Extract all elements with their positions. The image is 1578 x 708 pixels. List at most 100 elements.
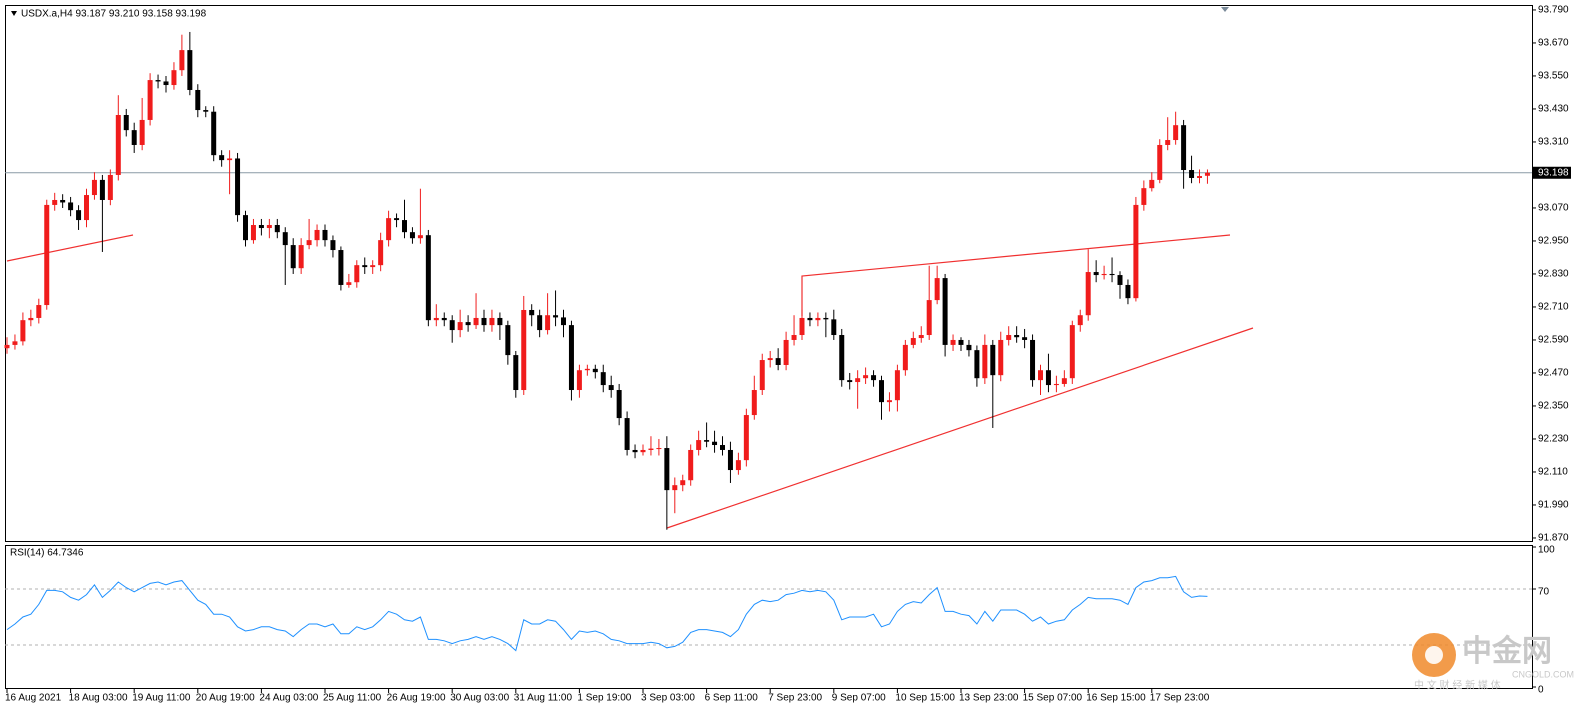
- y-tick-label: 91.990: [1538, 500, 1569, 511]
- candle-body: [879, 380, 884, 403]
- y-tick-label: 100: [1538, 545, 1555, 556]
- y-tick-label: 92.830: [1538, 269, 1569, 280]
- candle-body: [1117, 275, 1123, 285]
- candle-body: [759, 360, 765, 391]
- shift-marker: [1221, 7, 1229, 12]
- candle-body: [115, 115, 121, 175]
- candle-body: [171, 70, 177, 86]
- candle-body: [998, 339, 1004, 376]
- candle-body: [155, 80, 161, 82]
- candle-body: [91, 179, 97, 196]
- candle-body: [616, 390, 622, 419]
- price-label: 93.198: [1538, 167, 1569, 178]
- x-tick-label: 31 Aug 11:00: [514, 693, 573, 704]
- rsi-line: [6, 575, 1208, 652]
- candle-body: [28, 317, 34, 321]
- candle-body: [370, 265, 376, 268]
- candle-body: [990, 344, 996, 376]
- candle-body: [1038, 370, 1043, 381]
- candle-body: [529, 309, 535, 316]
- candle-body: [441, 317, 447, 321]
- y-tick-label: 92.230: [1538, 434, 1569, 445]
- candle-body: [894, 370, 900, 401]
- candle-body: [910, 338, 916, 345]
- candle-body: [425, 235, 431, 321]
- candle-body: [250, 225, 256, 241]
- candle-body: [20, 320, 26, 342]
- candle-body: [608, 385, 614, 391]
- candle-body: [1173, 125, 1179, 141]
- candle-body: [107, 174, 113, 200]
- candle-body: [243, 215, 248, 241]
- x-tick-label: 18 Aug 03:00: [69, 693, 128, 704]
- y-tick-label: 92.950: [1538, 236, 1569, 247]
- chart-title: USDX.a,H4 93.187 93.210 93.158 93.198: [21, 9, 207, 20]
- candle-body: [1045, 370, 1051, 386]
- candle-body: [330, 240, 336, 251]
- candle-body: [712, 441, 718, 446]
- candle-body: [378, 240, 384, 266]
- candle-body: [1165, 140, 1171, 145]
- candle-body: [99, 179, 105, 200]
- watermark-logo: [1425, 646, 1443, 664]
- candle-body: [950, 339, 956, 345]
- candle-body: [68, 202, 74, 211]
- candle-body: [203, 110, 209, 112]
- candle-body: [648, 448, 654, 450]
- candle-body: [409, 232, 415, 239]
- x-tick-label: 20 Aug 19:00: [196, 693, 255, 704]
- candle-body: [1093, 272, 1099, 276]
- candle-body: [449, 320, 455, 331]
- candle-body: [266, 225, 272, 229]
- candle-body: [322, 229, 328, 241]
- candle-body: [561, 317, 566, 326]
- candle-body: [1101, 273, 1107, 276]
- candle-body: [513, 355, 519, 391]
- y-tick-label: 93.310: [1538, 137, 1569, 148]
- y-tick-label: 93.790: [1538, 5, 1569, 16]
- y-tick-label: 93.670: [1538, 38, 1569, 49]
- candle-body: [966, 344, 972, 351]
- candle-body: [163, 81, 169, 86]
- title-marker: [11, 11, 17, 16]
- y-tick-label: 93.070: [1538, 203, 1569, 214]
- candle-body: [568, 325, 574, 391]
- candle-body: [1006, 335, 1012, 340]
- candle-body: [60, 199, 66, 203]
- candle-body: [831, 319, 837, 336]
- candle-body: [131, 130, 137, 145]
- candle-body: [465, 322, 471, 326]
- x-tick-label: 9 Sep 07:00: [832, 693, 886, 704]
- candle-body: [417, 235, 423, 239]
- candle-body: [1197, 176, 1202, 178]
- candle-body: [735, 460, 741, 471]
- candle-body: [799, 317, 805, 336]
- candle-body: [934, 278, 940, 301]
- candle-body: [187, 50, 193, 90]
- candle-body: [664, 448, 670, 491]
- y-tick-label: 91.870: [1538, 533, 1569, 544]
- candle-body: [688, 449, 694, 481]
- candle-body: [1077, 315, 1083, 326]
- candle-body: [1053, 383, 1059, 386]
- candle-body: [696, 440, 702, 450]
- x-tick-label: 24 Aug 03:00: [259, 693, 318, 704]
- candle-body: [553, 315, 559, 318]
- candle-body: [855, 378, 861, 383]
- candle-body: [1149, 179, 1155, 189]
- rsi-title: RSI(14) 64.7346: [10, 548, 84, 559]
- trendline: [6, 234, 134, 262]
- x-tick-label: 3 Sep 03:00: [641, 693, 695, 704]
- candle-body: [4, 344, 10, 349]
- candle-body: [433, 317, 439, 321]
- candle-body: [84, 195, 89, 221]
- candle-body: [306, 240, 312, 246]
- candle-body: [982, 344, 988, 379]
- x-tick-label: 16 Aug 2021: [5, 693, 62, 704]
- candle-body: [282, 232, 288, 246]
- candle-body: [314, 229, 320, 241]
- candle-body: [1014, 335, 1020, 338]
- candle-body: [1085, 272, 1091, 316]
- candle-body: [1030, 339, 1036, 381]
